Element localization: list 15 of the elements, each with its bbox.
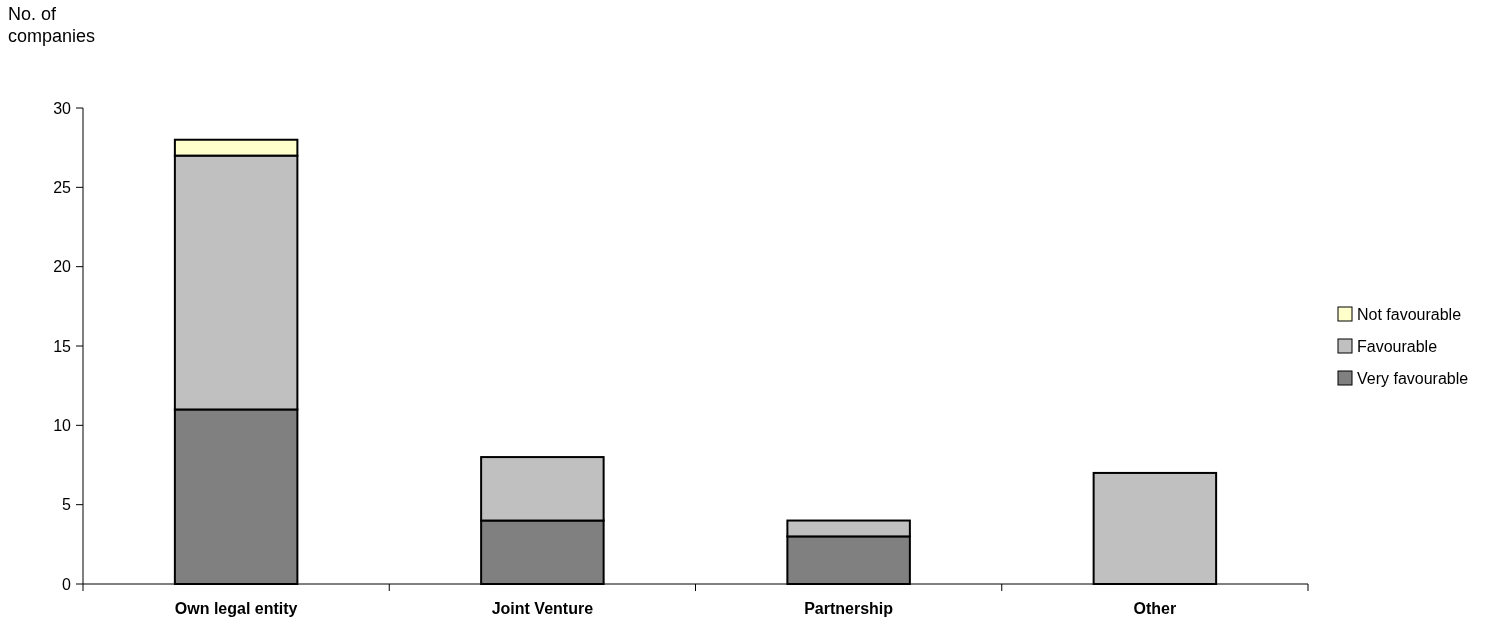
legend-label: Not favourable xyxy=(1357,305,1462,323)
y-tick-label: 20 xyxy=(53,258,72,276)
x-tick-label: Own legal entity xyxy=(174,600,298,617)
legend-label: Favourable xyxy=(1357,337,1438,355)
x-tick-label: Partnership xyxy=(804,600,894,617)
y-axis-title: No. of companies xyxy=(8,4,96,46)
y-tick-label: 15 xyxy=(53,337,72,355)
y-tick-label: 5 xyxy=(62,496,72,514)
x-tick-label: Other xyxy=(1133,600,1177,617)
y-tick-label: 30 xyxy=(53,99,72,117)
y-tick-label: 0 xyxy=(62,575,72,593)
legend-label: Very favourable xyxy=(1357,369,1469,387)
x-tick-label: Joint Venture xyxy=(491,600,594,617)
y-tick-label: 10 xyxy=(53,416,72,434)
y-tick-label: 25 xyxy=(53,178,72,196)
